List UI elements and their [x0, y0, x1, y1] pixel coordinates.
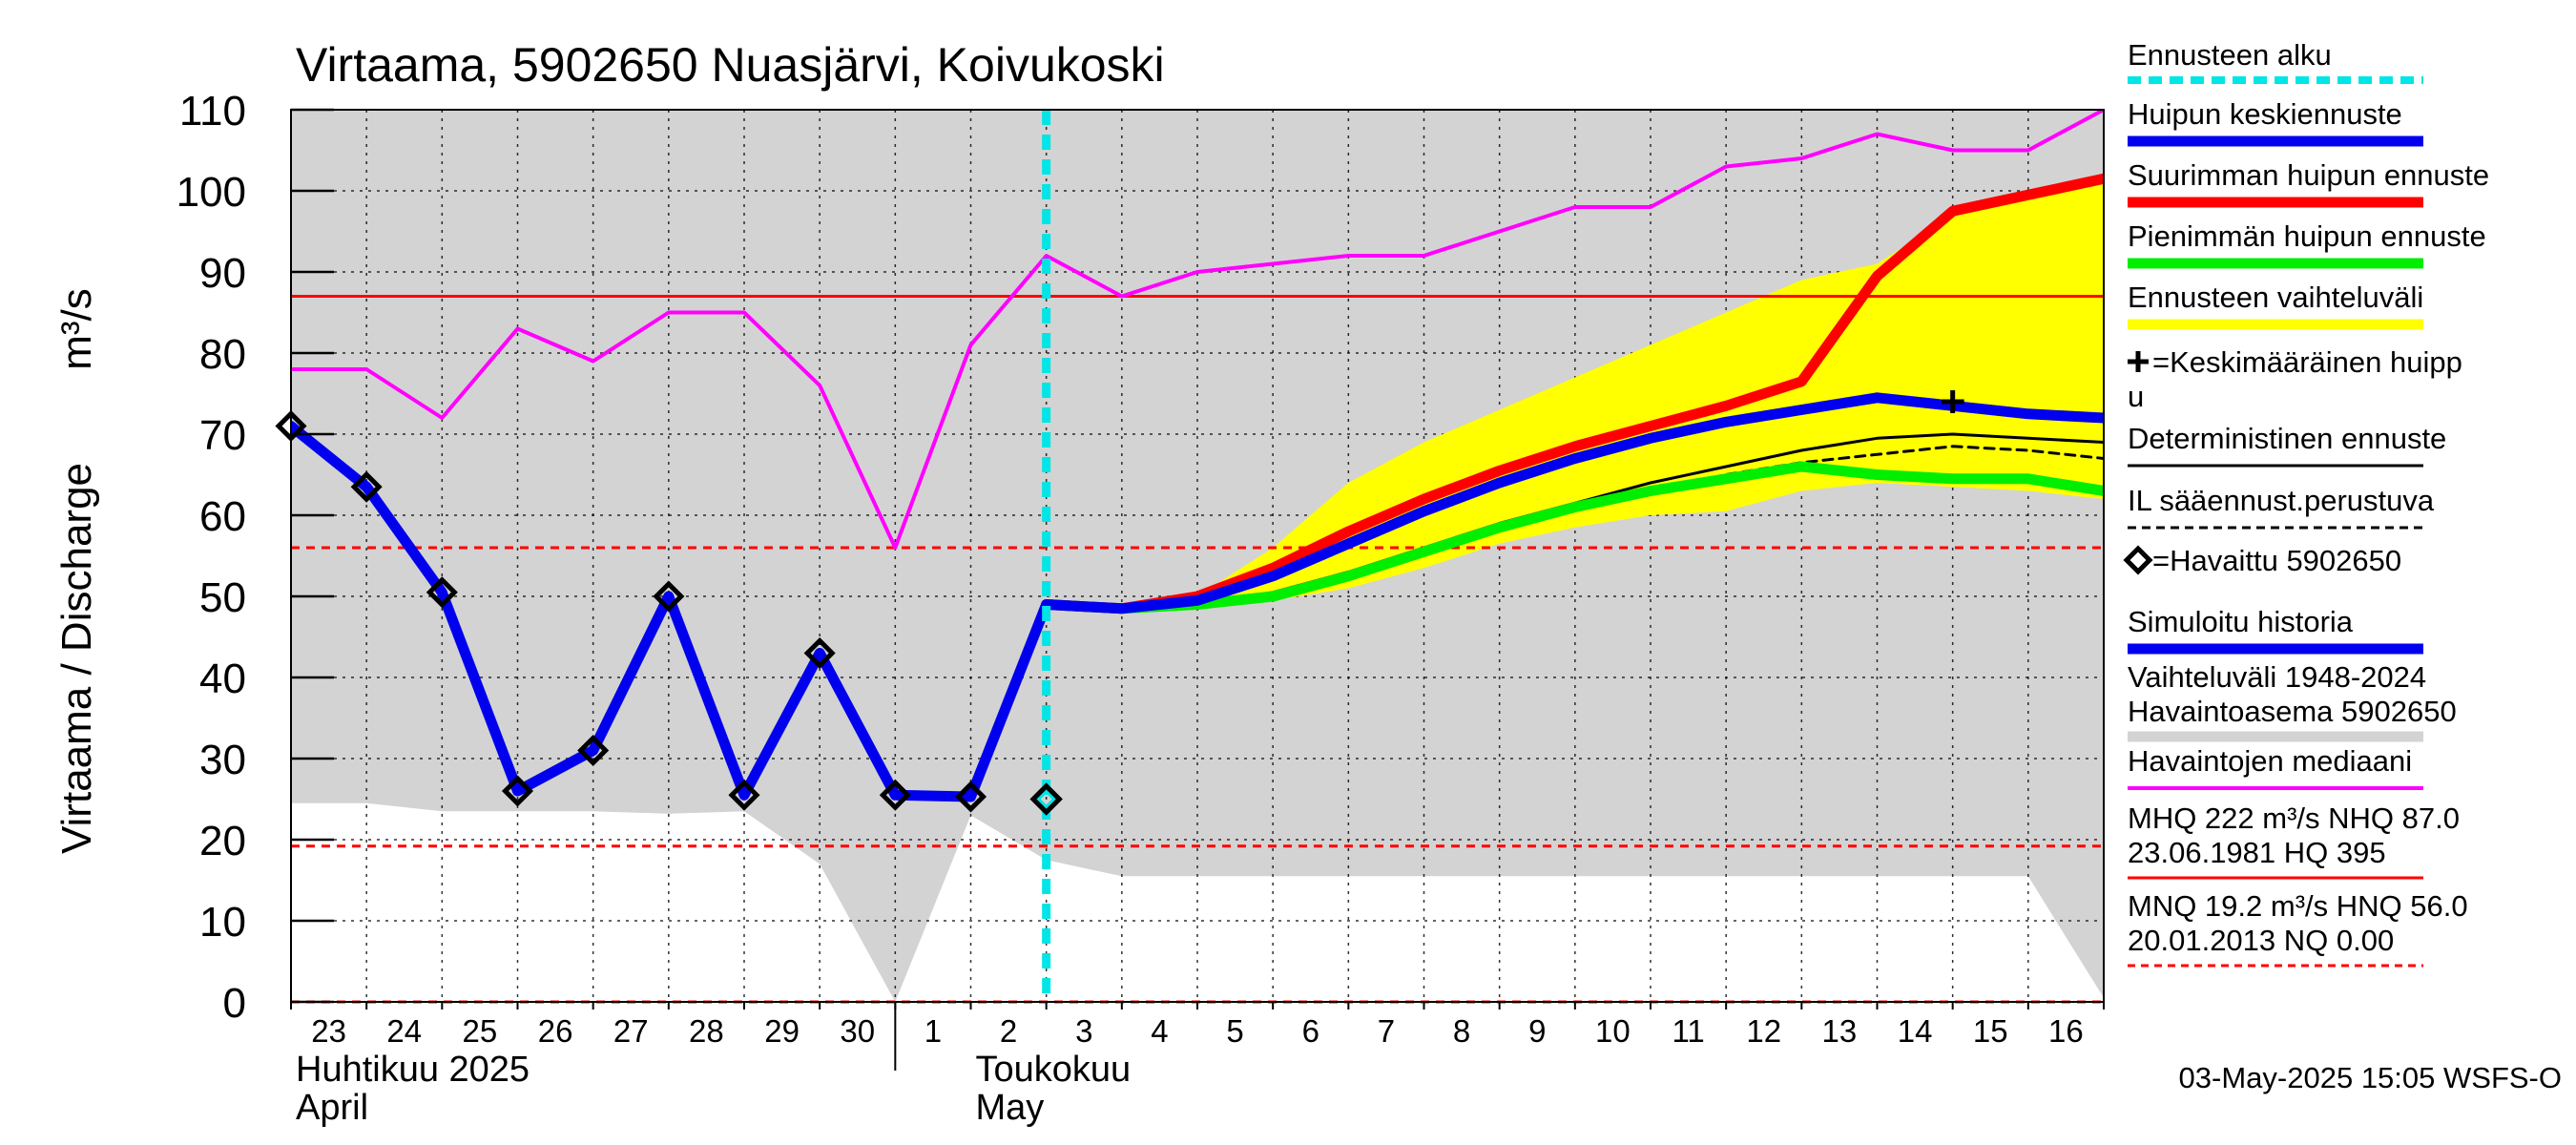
- x-tick-label: 8: [1453, 1013, 1470, 1049]
- observed-point-last: [1029, 782, 1063, 816]
- month-label-english: May: [976, 1088, 1045, 1128]
- x-tick-label: 28: [689, 1013, 724, 1049]
- y-tick-label: 70: [199, 412, 246, 459]
- y-tick-label: 20: [199, 818, 246, 864]
- legend-label: Vaihteluväli 1948-2024: [2128, 660, 2426, 694]
- x-tick-label: 1: [924, 1013, 942, 1049]
- observed-point: [577, 734, 610, 767]
- legend-label: =Keskimääräinen huipp: [2152, 345, 2462, 379]
- x-tick-label: 14: [1898, 1013, 1933, 1049]
- y-tick-label: 50: [199, 574, 246, 621]
- observed-point: [350, 470, 383, 503]
- x-tick-label: 9: [1528, 1013, 1546, 1049]
- x-tick-label: 5: [1226, 1013, 1243, 1049]
- forecast-range-band: [1046, 182, 2104, 611]
- series-line: [1041, 392, 2104, 614]
- x-tick-label: 4: [1151, 1013, 1168, 1049]
- legend-label: =Havaittu 5902650: [2152, 544, 2401, 577]
- observed-point: [728, 779, 760, 811]
- series-line: [1041, 461, 2104, 614]
- x-tick-label: 23: [311, 1013, 346, 1049]
- x-tick-label: 26: [538, 1013, 573, 1049]
- legend-label: Ennusteen vaihteluväli: [2128, 281, 2423, 314]
- x-tick-label: 29: [764, 1013, 800, 1049]
- marker-layer: [275, 390, 1964, 816]
- historical-range-area: [291, 110, 2104, 1002]
- legend-label: IL sääennust.perustuva: [2128, 484, 2435, 517]
- month-label-english: April: [296, 1088, 368, 1128]
- x-tick-label: 13: [1822, 1013, 1858, 1049]
- observed-point: [879, 779, 911, 811]
- x-tick-label: 16: [2048, 1013, 2084, 1049]
- observed-point: [653, 580, 685, 613]
- legend-label-line2: u: [2128, 380, 2144, 413]
- chart-title: Virtaama, 5902650 Nuasjärvi, Koivukoski: [296, 38, 1165, 92]
- historical-range-layer: [291, 110, 2104, 1002]
- y-tick-label: 0: [223, 980, 246, 1027]
- legend-label-line2: Havaintoasema 5902650: [2128, 695, 2457, 728]
- y-axis-unit: m³/s: [53, 288, 100, 370]
- legend-label: Simuloitu historia: [2128, 605, 2354, 638]
- y-tick-label: 40: [199, 656, 246, 702]
- y-tick-label: 80: [199, 331, 246, 378]
- y-axis-label: Virtaama / Discharge: [53, 463, 100, 854]
- x-tick-label: 6: [1302, 1013, 1319, 1049]
- series-line: [291, 421, 1052, 802]
- observed-point: [426, 576, 458, 609]
- month-label: Huhtikuu 2025: [296, 1050, 530, 1090]
- x-tick-label: 25: [463, 1013, 498, 1049]
- observed-point: [954, 781, 987, 813]
- y-tick-label: 90: [199, 250, 246, 297]
- footer-timestamp: 03-May-2025 15:05 WSFS-O: [2179, 1061, 2562, 1094]
- observed-point: [803, 636, 836, 670]
- x-tick-label: 10: [1595, 1013, 1631, 1049]
- legend: Ennusteen alku Huipun keskiennuste Suurimm…: [2123, 38, 2489, 968]
- month-label: Toukokuu: [976, 1050, 1132, 1090]
- legend-label: Ennusteen alku: [2128, 38, 2332, 72]
- legend-label: Deterministinen ennuste: [2128, 422, 2446, 455]
- legend-label: Huipun keskiennuste: [2128, 97, 2402, 131]
- y-tick-label: 110: [179, 88, 246, 135]
- x-tick-label: 3: [1075, 1013, 1092, 1049]
- x-tick-label: 2: [1000, 1013, 1017, 1049]
- x-tick-label: 11: [1672, 1013, 1704, 1049]
- x-tick-label: 27: [613, 1013, 649, 1049]
- legend-label-line2: 23.06.1981 HQ 395: [2128, 836, 2386, 869]
- legend-label: MHQ 222 m³/s NHQ 87.0: [2128, 802, 2460, 835]
- x-tick-label: 24: [386, 1013, 422, 1049]
- y-tick-label: 30: [199, 737, 246, 783]
- legend-sample-diamond: [2123, 545, 2153, 575]
- y-tick-label: 60: [199, 493, 246, 540]
- forecast-band-layer: [1046, 182, 2104, 611]
- legend-label: Havaintojen mediaani: [2128, 744, 2412, 778]
- series-line: [291, 110, 2104, 550]
- x-tick-label: 12: [1746, 1013, 1781, 1049]
- x-tick-label: 30: [840, 1013, 875, 1049]
- x-tick-label: 15: [1973, 1013, 2008, 1049]
- y-tick-label: 10: [199, 899, 246, 946]
- x-tick-label: 7: [1378, 1013, 1395, 1049]
- legend-label: Suurimman huipun ennuste: [2128, 158, 2489, 192]
- legend-label: Pienimmän huipun ennuste: [2128, 219, 2486, 253]
- legend-label-line2: 20.01.2013 NQ 0.00: [2128, 924, 2394, 957]
- observed-point-last-inner: [1036, 789, 1056, 809]
- series-layer: [291, 110, 2104, 802]
- y-tick-label: 100: [177, 169, 246, 216]
- legend-label: MNQ 19.2 m³/s HNQ 56.0: [2128, 889, 2468, 923]
- observed-point: [501, 775, 534, 807]
